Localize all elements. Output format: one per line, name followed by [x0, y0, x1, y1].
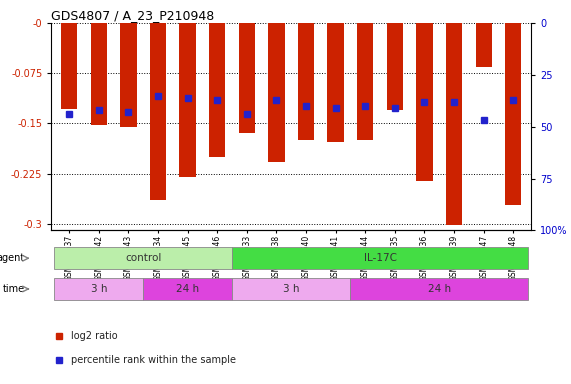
Bar: [357, 23, 373, 140]
Bar: [476, 23, 492, 66]
Text: log2 ratio: log2 ratio: [71, 331, 117, 341]
Bar: [416, 23, 433, 181]
Text: 3 h: 3 h: [283, 284, 299, 294]
Text: time: time: [3, 284, 25, 294]
Bar: [239, 23, 255, 133]
Bar: [209, 23, 226, 157]
Bar: [328, 23, 344, 142]
Text: IL-17C: IL-17C: [364, 253, 396, 263]
Text: 3 h: 3 h: [91, 284, 107, 294]
Text: 24 h: 24 h: [176, 284, 199, 294]
Text: percentile rank within the sample: percentile rank within the sample: [71, 356, 236, 366]
Bar: [54, 278, 143, 300]
Bar: [387, 23, 403, 110]
Bar: [120, 23, 136, 127]
Text: agent: agent: [0, 253, 25, 263]
Bar: [179, 23, 196, 177]
Bar: [351, 278, 528, 300]
Bar: [446, 23, 462, 225]
Bar: [61, 23, 77, 109]
Text: GDS4807 / A_23_P210948: GDS4807 / A_23_P210948: [51, 9, 215, 22]
Text: control: control: [125, 253, 162, 263]
Bar: [150, 23, 166, 200]
Text: 24 h: 24 h: [428, 284, 451, 294]
Bar: [143, 278, 232, 300]
Bar: [91, 23, 107, 126]
Bar: [232, 247, 528, 270]
Bar: [268, 23, 284, 162]
Bar: [232, 278, 351, 300]
Bar: [298, 23, 314, 140]
Bar: [54, 247, 232, 270]
Bar: [505, 23, 521, 205]
